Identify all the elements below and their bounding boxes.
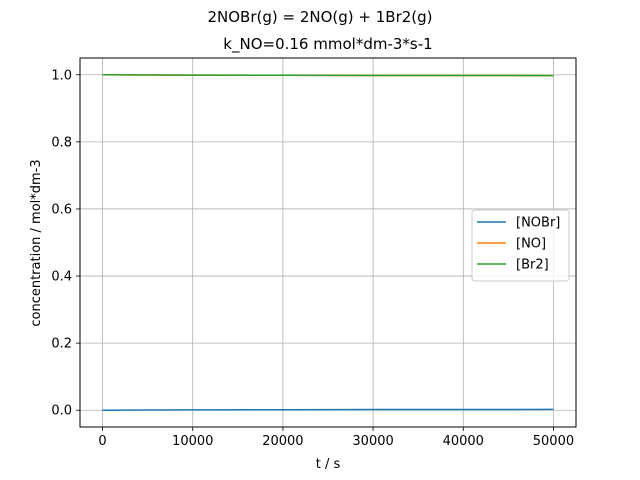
x-tick-label: 50000 — [533, 434, 574, 449]
y-axis-label: concentration / mol*dm-3 — [29, 159, 44, 326]
plot-frame — [79, 57, 577, 428]
chart-title: k_NO=0.16 mmol*dm-3*s-1 — [223, 35, 432, 54]
y-tick-label: 0.8 — [51, 135, 72, 150]
series-line-nobr — [102, 408, 554, 411]
legend: [NOBr] [NO] [Br2] — [471, 209, 570, 282]
axis-ticks: 0 10000 20000 30000 40000 50000 0.0 0.2 0.4 0.6 0.… — [51, 68, 574, 449]
legend-label-no: [NO] — [516, 237, 546, 252]
series-lines — [102, 74, 554, 411]
x-tick-label: 0 — [98, 434, 106, 449]
y-tick-label: 0.2 — [51, 337, 72, 352]
x-tick-label: 30000 — [352, 434, 393, 449]
series-line-br2 — [102, 74, 554, 77]
y-tick-label: 0.0 — [51, 404, 72, 419]
x-tick-label: 10000 — [172, 434, 213, 449]
x-axis-label: t / s — [316, 457, 341, 472]
chart-suptitle: 2NOBr(g) = 2NO(g) + 1Br2(g) — [207, 8, 432, 26]
y-tick-label: 1.0 — [51, 68, 72, 83]
x-tick-label: 20000 — [262, 434, 303, 449]
y-tick-label: 0.4 — [51, 270, 72, 285]
y-tick-label: 0.6 — [51, 202, 72, 217]
x-tick-label: 40000 — [443, 434, 484, 449]
legend-label-nobr: [NOBr] — [516, 216, 560, 231]
legend-label-br2: [Br2] — [516, 258, 549, 273]
